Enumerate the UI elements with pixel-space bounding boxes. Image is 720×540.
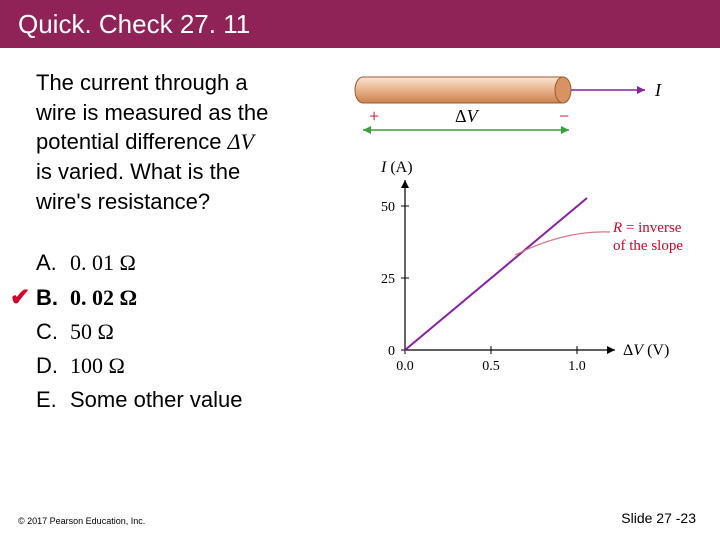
data-line xyxy=(405,198,587,350)
annotation-line1: R = inverse xyxy=(612,220,682,236)
answer-text: 0. 02 Ω xyxy=(70,281,137,315)
q-l2: wire is measured as the xyxy=(36,100,268,125)
annotation-pointer xyxy=(515,232,610,255)
figure: I + ΔV − 0 25 50 0.0 0.5 1.0 I (A) ΔV (V… xyxy=(345,70,705,430)
q-l3: potential difference xyxy=(36,129,228,154)
answer-text: 0. 01 Ω xyxy=(70,246,136,280)
question-text: The current through a wire is measured a… xyxy=(36,68,336,216)
plus-sign: + xyxy=(369,106,379,126)
correct-check-icon: ✔ xyxy=(10,279,30,316)
ytick-50: 50 xyxy=(381,200,395,215)
figure-svg: I + ΔV − 0 25 50 0.0 0.5 1.0 I (A) ΔV (V… xyxy=(345,70,705,450)
q-l5: wire's resistance? xyxy=(36,189,210,214)
answer-letter: E. xyxy=(36,383,70,417)
y-axis-label: I (A) xyxy=(380,159,413,176)
current-label: I xyxy=(654,80,662,100)
answer-letter: A. xyxy=(36,246,70,280)
slide-title: Quick. Check 27. 11 xyxy=(18,9,250,40)
answer-letter: B. xyxy=(36,281,70,315)
delta-v-symbol: ΔV xyxy=(228,129,254,154)
q-l4: is varied. What is the xyxy=(36,159,240,184)
xtick-1: 1.0 xyxy=(568,359,586,374)
minus-sign: − xyxy=(559,106,569,126)
annotation-line2: of the slope xyxy=(613,238,683,254)
ytick-25: 25 xyxy=(381,272,395,287)
answer-text: 50 Ω xyxy=(70,315,114,349)
slide-number: Slide 27 -23 xyxy=(621,510,696,526)
x-axis-label: ΔV (V) xyxy=(623,342,669,359)
chart: 0 25 50 0.0 0.5 1.0 I (A) ΔV (V) R = inv… xyxy=(380,159,683,374)
wire-diagram: I + ΔV − xyxy=(355,77,662,134)
deltav-wire: ΔV xyxy=(455,106,480,126)
ytick-0: 0 xyxy=(388,344,395,359)
answer-letter: C. xyxy=(36,315,70,349)
title-bar: Quick. Check 27. 11 xyxy=(0,0,720,48)
xtick-05: 0.5 xyxy=(482,359,500,374)
copyright: © 2017 Pearson Education, Inc. xyxy=(18,516,145,526)
xtick-0: 0.0 xyxy=(396,359,414,374)
answer-text: 100 Ω xyxy=(70,349,125,383)
q-l1: The current through a xyxy=(36,70,248,95)
answer-letter: D. xyxy=(36,349,70,383)
answer-text: Some other value xyxy=(70,383,242,417)
